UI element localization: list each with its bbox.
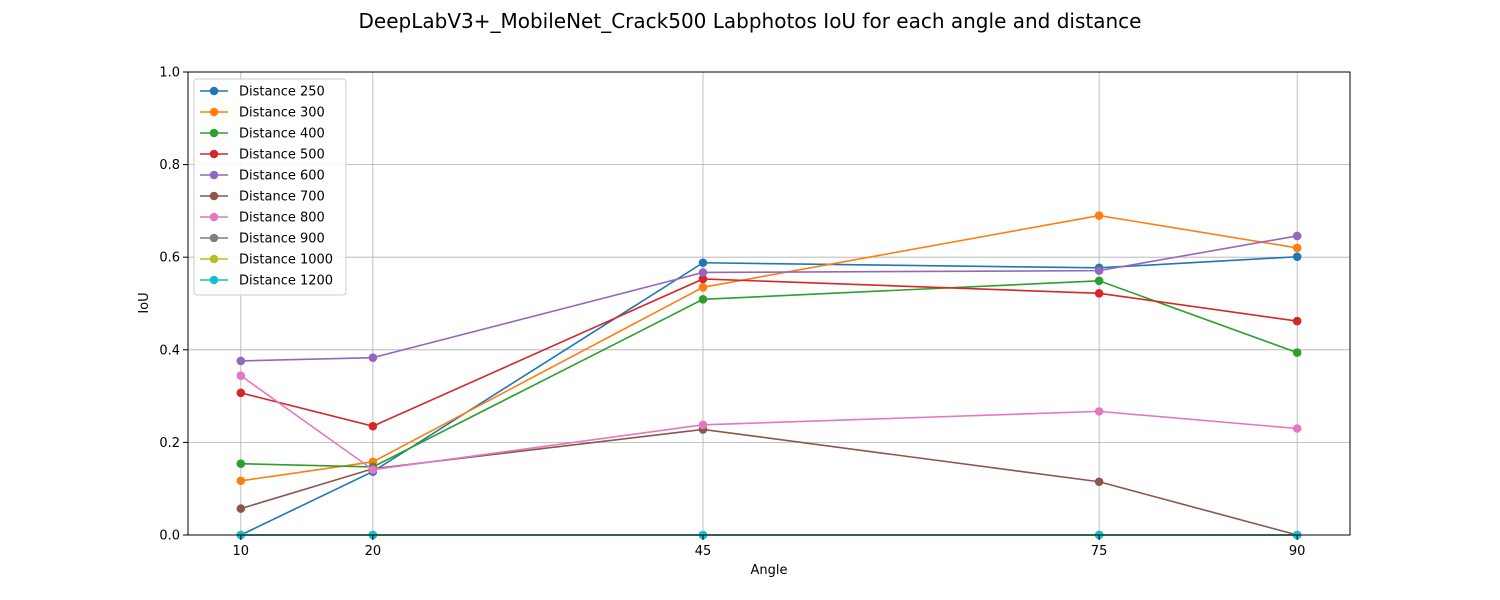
series-line [240, 214, 1298, 482]
data-point [1094, 266, 1104, 275]
legend-label: Distance 900 [239, 232, 325, 247]
data-point [1292, 252, 1302, 262]
data-point [1094, 289, 1104, 298]
legend-label: Distance 600 [239, 169, 325, 184]
x-tick-label: 75 [1091, 544, 1108, 559]
y-tick-label: 0.0 [159, 529, 180, 544]
data-point [1094, 477, 1104, 487]
data-point [1292, 243, 1302, 253]
data-point [698, 282, 708, 292]
legend-marker [209, 275, 219, 285]
x-tick-label: 10 [233, 544, 250, 559]
data-point [236, 476, 246, 486]
plot-frame [187, 71, 1351, 536]
y-tick-label: 0.8 [159, 158, 180, 173]
legend-marker [209, 212, 219, 222]
data-point [698, 258, 708, 268]
legend-item: Distance 700 [200, 190, 325, 205]
x-tick-label: 45 [695, 544, 712, 559]
y-tick-label: 1.0 [159, 66, 180, 81]
legend: Distance 250 Distance 300 Distance 400 Dist… [193, 78, 347, 296]
data-point [368, 421, 378, 431]
data-point [1292, 348, 1302, 357]
series-line [240, 278, 1298, 428]
legend-item: Distance 600 [200, 169, 325, 184]
y-tick-label: 0.6 [159, 251, 180, 266]
series-distance-600 [236, 231, 1302, 366]
data-point [1094, 211, 1104, 220]
legend-label: Distance 700 [239, 190, 325, 205]
legend-item: Distance 900 [200, 232, 325, 247]
data-point [698, 274, 708, 284]
data-point [1292, 316, 1302, 326]
series-distance-800 [236, 371, 1302, 475]
data-point [236, 504, 246, 513]
data-point [1094, 276, 1104, 286]
series-layer [236, 211, 1302, 540]
data-point [698, 420, 708, 430]
legend-item: Distance 800 [200, 211, 325, 226]
legend-label: Distance 400 [239, 127, 325, 142]
legend-marker [209, 170, 219, 180]
legend-marker [209, 233, 219, 243]
data-point [1094, 407, 1104, 416]
data-point [1292, 424, 1302, 433]
legend-item: Distance 500 [200, 148, 325, 163]
legend-label: Distance 250 [239, 85, 325, 100]
legend-item: Distance 1200 [200, 274, 333, 289]
legend-marker [209, 86, 219, 96]
legend-label: Distance 300 [239, 106, 325, 121]
y-tick-label: 0.2 [159, 436, 180, 451]
data-point [236, 459, 246, 468]
data-point [368, 353, 378, 362]
legend-label: Distance 1200 [239, 274, 333, 289]
data-point [236, 388, 246, 398]
series-line [240, 428, 1298, 536]
legend-label: Distance 500 [239, 148, 325, 163]
data-point [698, 268, 708, 277]
legend-item: Distance 1000 [200, 253, 333, 268]
legend-marker [209, 191, 219, 201]
data-point [1292, 231, 1302, 241]
series-distance-500 [236, 274, 1302, 431]
data-point [368, 465, 378, 475]
legend-box [193, 78, 347, 296]
series-distance-300 [236, 211, 1302, 486]
legend-item: Distance 250 [200, 85, 325, 100]
data-point [236, 371, 246, 381]
legend-marker [209, 254, 219, 264]
data-point [236, 356, 246, 366]
data-point [698, 295, 708, 304]
chart-title: DeepLabV3+_MobileNet_Crack500 Labphotos … [359, 9, 1142, 33]
legend-marker [209, 107, 219, 117]
x-tick-label: 90 [1289, 544, 1306, 559]
y-tick-label: 0.4 [159, 343, 180, 358]
legend-item: Distance 400 [200, 127, 325, 142]
x-tick-label: 20 [365, 544, 382, 559]
legend-item: Distance 300 [200, 106, 325, 121]
legend-marker [209, 128, 219, 138]
axis-ticks: 10 20 45 75 90 0.0 0.2 0.4 0.6 0.8 1.0 [159, 66, 1305, 560]
legend-marker [209, 149, 219, 159]
x-axis-label: Angle [751, 563, 788, 578]
legend-label: Distance 1000 [239, 253, 333, 268]
series-line [240, 280, 1298, 468]
y-axis-label: IoU [137, 292, 152, 313]
legend-label: Distance 800 [239, 211, 325, 226]
